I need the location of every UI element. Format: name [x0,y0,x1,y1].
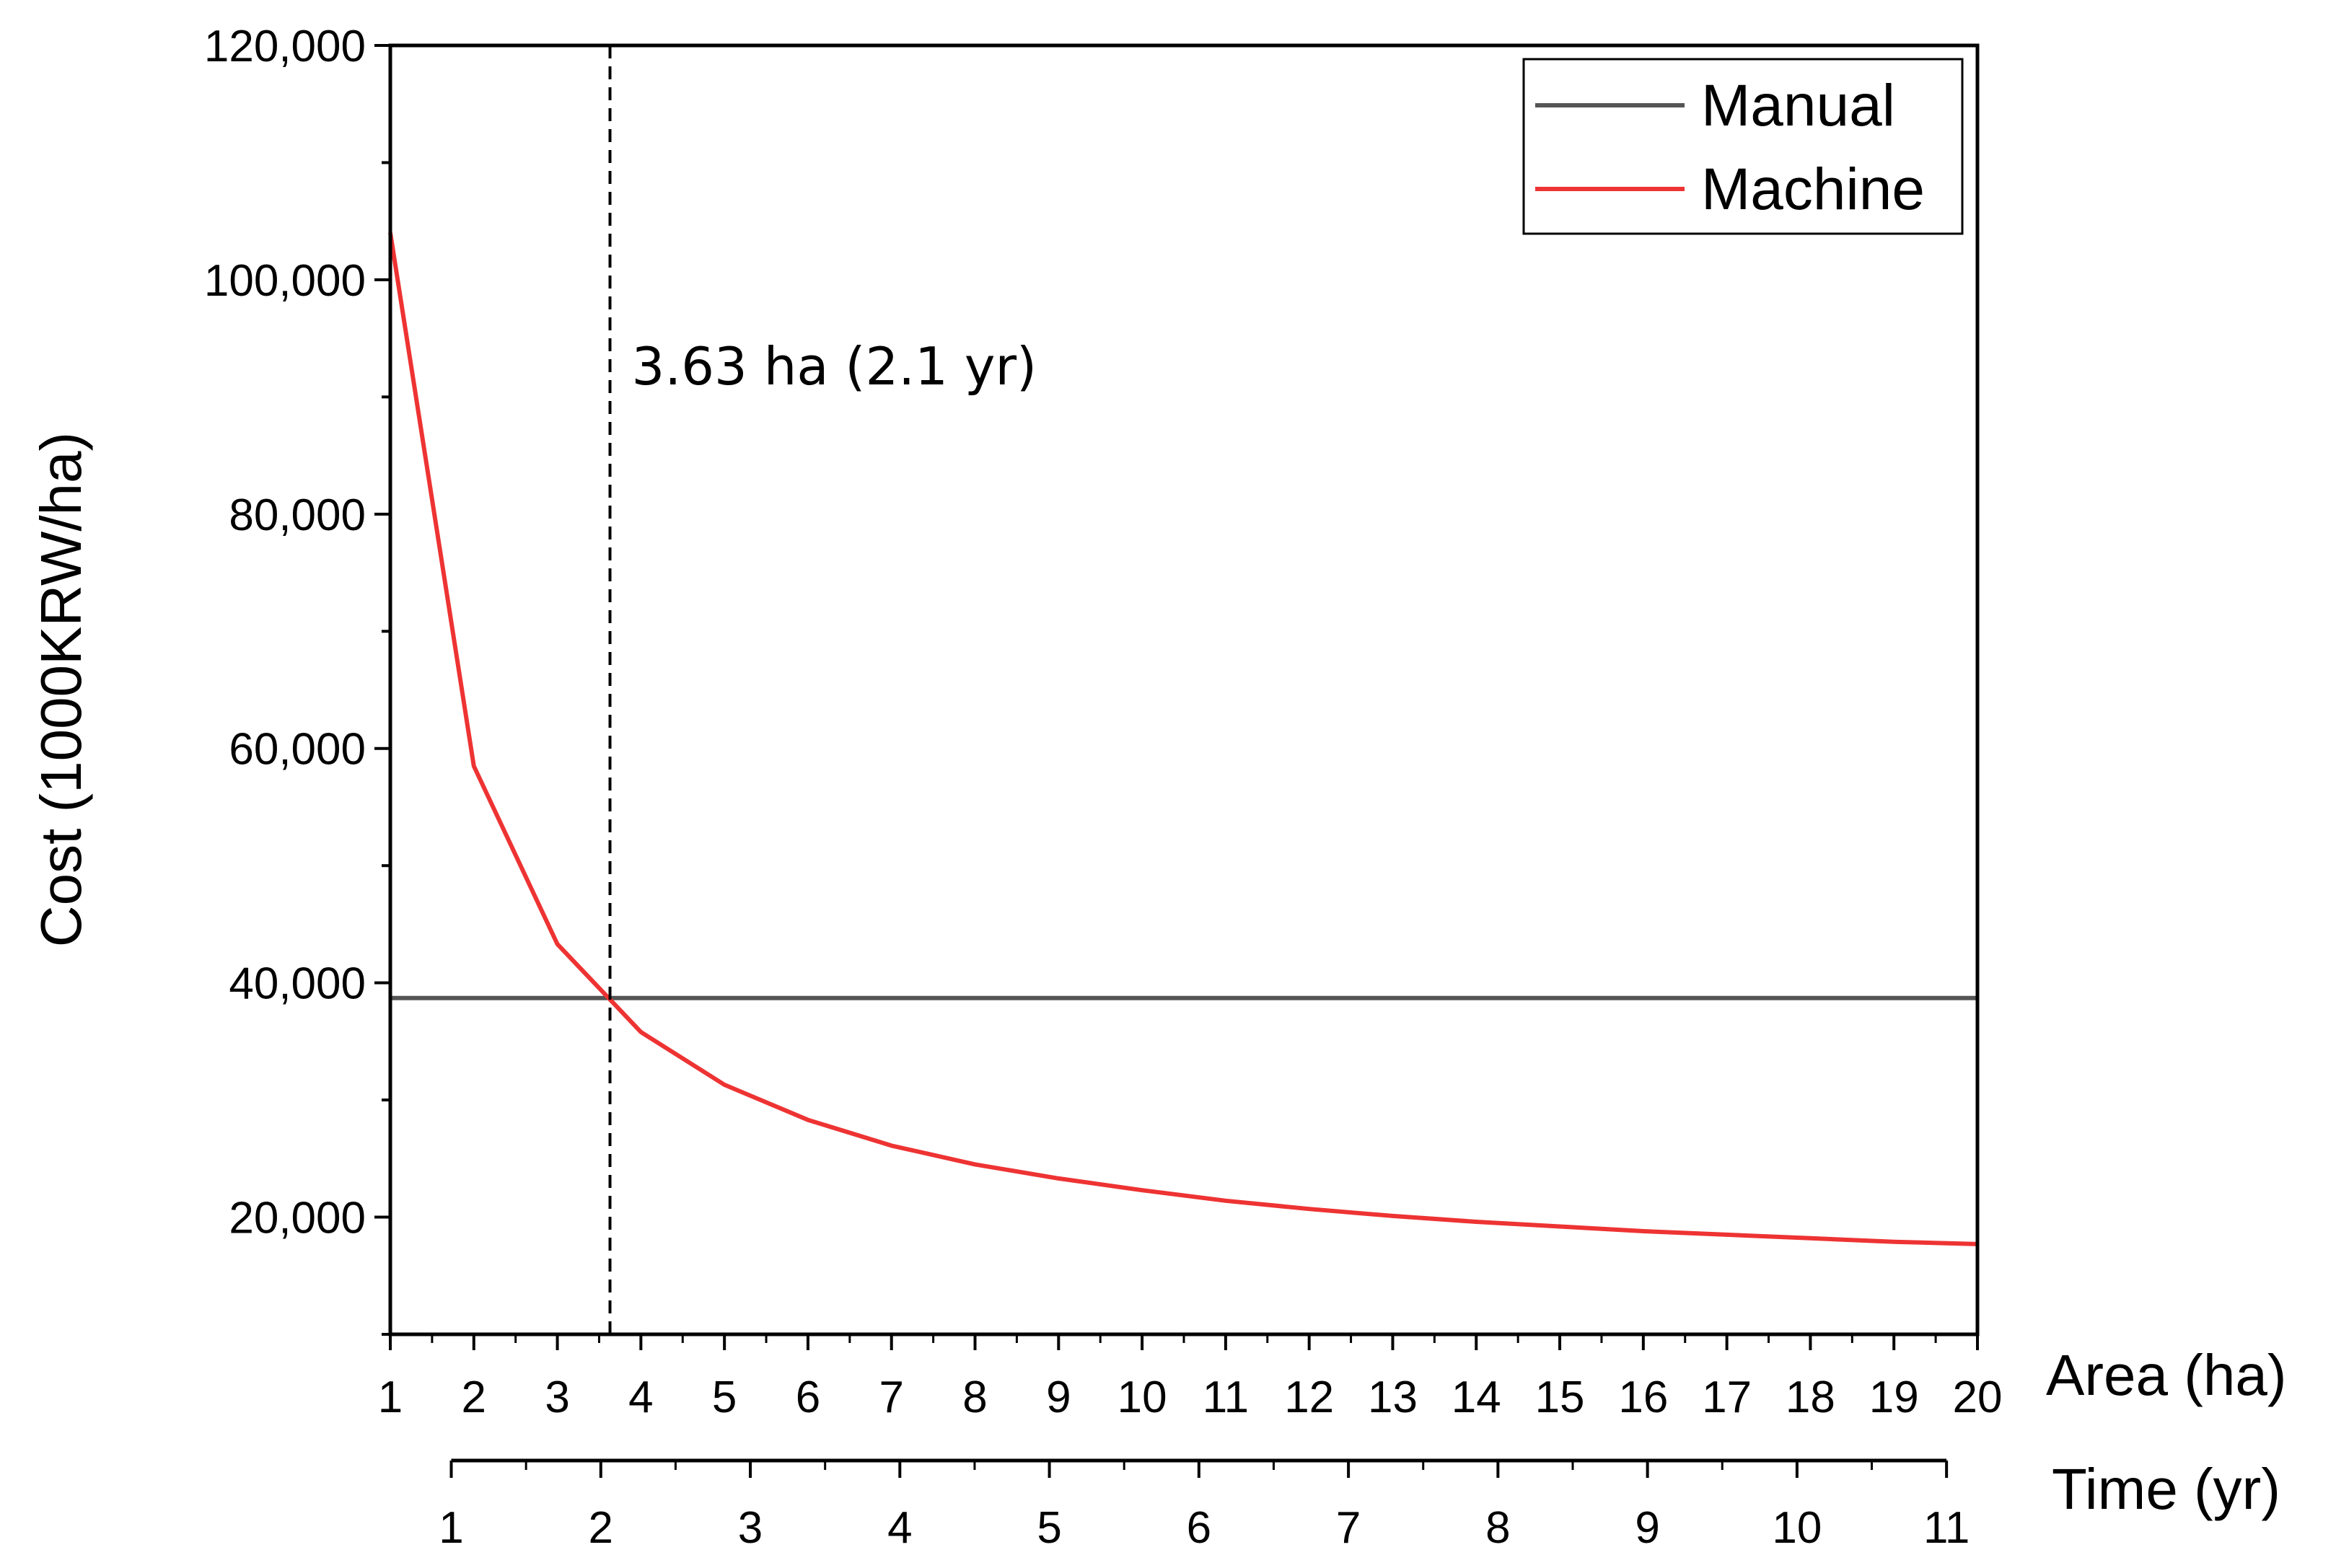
time-tick-label: 5 [1037,1503,1061,1553]
x-axis-area: 1 2 3 4 5 6 7 8 9 10 11 12 13 14 15 16 17 18 19 20 [378,1334,2003,1422]
x-tick-label: 1 [378,1373,403,1422]
y-axis-title: Cost (1000KRW/ha) [29,432,93,947]
y-tick-label: 120,000 [204,22,366,71]
plot-frame [388,43,1980,1336]
x-tick-label: 5 [712,1373,737,1422]
x-axis-title-time: Time (yr) [2052,1457,2280,1521]
y-tick-label: 80,000 [229,490,366,540]
legend-label-manual: Manual [1701,73,1895,138]
x-tick-label: 6 [796,1373,820,1422]
time-tick-label: 3 [738,1503,763,1553]
time-tick-label: 9 [1635,1503,1659,1553]
annotation-group: 3.63 ha (2.1 yr) [608,45,1037,1334]
time-tick-label: 1 [439,1503,463,1553]
plot-lines [388,232,1978,1246]
x-tick-label: 2 [462,1373,486,1422]
x-axis-time: 1 2 3 4 5 6 7 8 9 10 11 [439,1458,1970,1553]
x-tick-label: 4 [628,1373,653,1422]
time-tick-label: 10 [1772,1503,1822,1553]
x-tick-label: 8 [962,1373,987,1422]
legend-box [1522,58,1964,235]
legend: Manual Machine [1522,58,1964,235]
x-tick-label: 20 [1953,1373,2003,1422]
y-tick-label: 100,000 [204,256,366,306]
y-tick-label: 40,000 [229,959,366,1009]
breakeven-annotation: 3.63 ha (2.1 yr) [632,336,1037,397]
x-tick-label: 11 [1203,1373,1249,1422]
x-tick-label: 3 [545,1373,569,1422]
y-axis: 20,000 40,000 60,000 80,000 100,000 120,000 [204,22,390,1336]
time-tick-label: 11 [1923,1503,1970,1553]
time-tick-label: 8 [1485,1503,1510,1553]
y-tick-label: 20,000 [229,1194,366,1243]
x-tick-label: 12 [1284,1373,1334,1422]
legend-label-machine: Machine [1701,157,1925,222]
time-tick-label: 4 [887,1503,912,1553]
x-tick-label: 7 [879,1373,903,1422]
time-tick-label: 2 [589,1503,613,1553]
x-tick-label: 14 [1452,1373,1501,1422]
x-axis-title-area: Area (ha) [2046,1343,2286,1407]
x-tick-label: 19 [1869,1373,1919,1422]
x-tick-label: 9 [1046,1373,1071,1422]
x-tick-label: 13 [1368,1373,1418,1422]
x-tick-label: 10 [1117,1373,1167,1422]
series-line-machine [388,232,1978,1246]
x-tick-label: 16 [1618,1373,1668,1422]
x-tick-label: 17 [1702,1373,1752,1422]
time-tick-label: 6 [1187,1503,1211,1553]
time-tick-label: 7 [1336,1503,1361,1553]
x-tick-label: 15 [1535,1373,1585,1422]
x-tick-label: 18 [1786,1373,1835,1422]
y-tick-label: 60,000 [229,725,366,775]
